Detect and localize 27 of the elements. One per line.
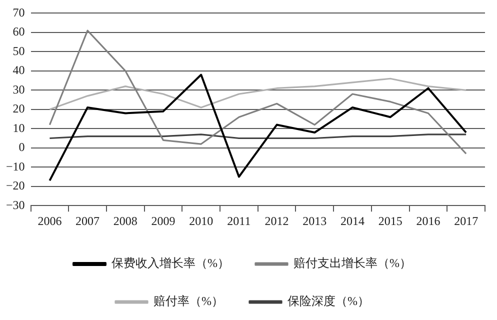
y-tick-label: 30 [12, 82, 25, 96]
y-tick-label: 70 [12, 5, 25, 20]
y-tick-label: 60 [12, 24, 25, 39]
y-tick-label: 0 [18, 140, 25, 154]
y-tick-label: −10 [6, 159, 25, 174]
x-tick-label: 2009 [151, 214, 176, 228]
x-tick-label: 2017 [454, 214, 478, 228]
legend-label: 保险深度（%） [288, 294, 370, 308]
x-tick-label: 2006 [38, 214, 62, 228]
legend-label: 赔付率（%） [154, 294, 224, 308]
x-tick-label: 2015 [378, 214, 402, 228]
y-tick-label: 20 [12, 102, 25, 116]
x-tick-label: 2013 [302, 214, 327, 228]
x-tick-label: 2011 [227, 214, 251, 228]
y-tick-label: −30 [6, 198, 25, 212]
x-tick-label: 2010 [189, 214, 214, 228]
x-tick-label: 2007 [76, 214, 100, 228]
x-tick-label: 2008 [113, 214, 138, 228]
y-tick-label: −20 [6, 178, 25, 193]
x-tick-label: 2012 [264, 214, 289, 228]
x-tick-label: 2016 [416, 214, 440, 228]
y-tick-label: 40 [12, 63, 25, 78]
x-tick-label: 2014 [340, 214, 365, 228]
legend-label: 保费收入增长率（%） [112, 256, 230, 270]
legend-label: 赔付支出增长率（%） [294, 256, 412, 270]
y-tick-label: 10 [12, 120, 25, 135]
y-tick-label: 50 [12, 44, 25, 58]
